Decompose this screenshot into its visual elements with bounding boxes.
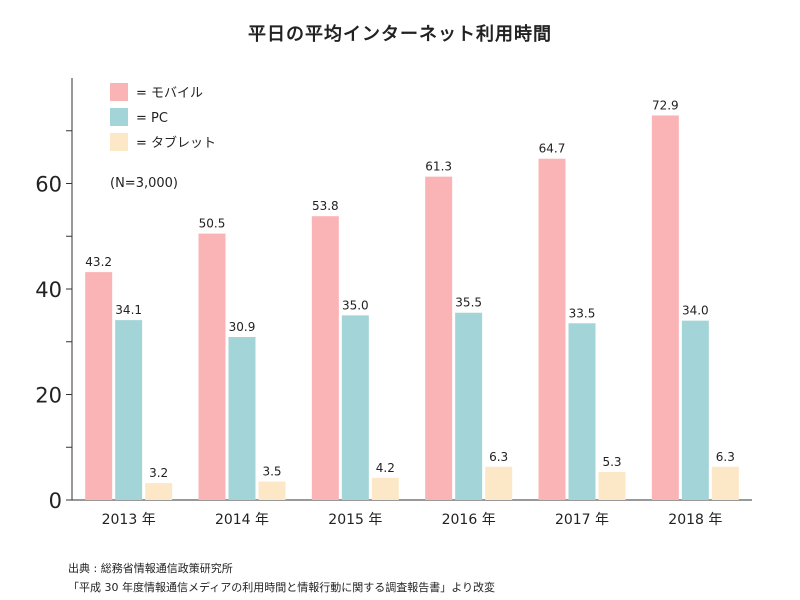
data-label-mobile: 61.3 bbox=[425, 160, 452, 174]
bar-tablet bbox=[598, 472, 626, 500]
data-label-mobile: 50.5 bbox=[199, 217, 226, 231]
data-label-tablet: 6.3 bbox=[716, 450, 735, 464]
bar-pc bbox=[228, 337, 256, 500]
data-label-pc: 30.9 bbox=[229, 320, 256, 334]
data-label-mobile: 53.8 bbox=[312, 199, 339, 213]
data-label-tablet: 3.5 bbox=[262, 465, 281, 479]
data-label-mobile: 64.7 bbox=[539, 142, 566, 156]
legend-swatch-pc bbox=[110, 108, 128, 126]
data-label-pc: 35.0 bbox=[342, 298, 369, 312]
x-tick-label: 2018 年 bbox=[668, 512, 722, 528]
legend-label-pc: = PC bbox=[136, 111, 168, 126]
bar-mobile bbox=[651, 115, 679, 500]
bar-mobile bbox=[538, 158, 566, 500]
bar-tablet bbox=[711, 466, 739, 500]
bar-tablet bbox=[485, 466, 513, 500]
source-line-2: 「平成 30 年度情報通信メディアの利用時間と情報行動に関する調査報告書」より改… bbox=[68, 581, 495, 594]
bar-mobile bbox=[85, 272, 113, 500]
bar-mobile bbox=[198, 233, 226, 501]
bar-tablet bbox=[371, 477, 399, 500]
data-label-pc: 35.5 bbox=[455, 296, 482, 310]
bar-mobile bbox=[425, 176, 453, 500]
sample-size-note: (N=3,000) bbox=[110, 176, 178, 191]
y-tick-label: 60 bbox=[35, 173, 62, 197]
data-label-tablet: 4.2 bbox=[376, 461, 395, 475]
legend-label-tablet: = タブレット bbox=[136, 135, 216, 151]
y-tick-label: 20 bbox=[35, 384, 62, 408]
y-tick-label: 0 bbox=[49, 489, 62, 513]
bar-pc bbox=[341, 315, 369, 500]
bar-pc bbox=[455, 312, 483, 500]
bar-tablet bbox=[258, 481, 286, 500]
x-tick-label: 2016 年 bbox=[442, 512, 496, 528]
bar-pc bbox=[681, 320, 709, 500]
source-line-1: 出典 : 総務省情報通信政策研究所 bbox=[68, 562, 233, 575]
data-label-tablet: 6.3 bbox=[489, 450, 508, 464]
x-tick-label: 2014 年 bbox=[215, 512, 269, 528]
legend-swatch-tablet bbox=[110, 133, 128, 151]
y-tick-label: 40 bbox=[35, 278, 62, 302]
bar-mobile bbox=[311, 216, 339, 500]
chart-title: 平日の平均インターネット利用時間 bbox=[248, 24, 552, 45]
x-tick-label: 2015 年 bbox=[328, 512, 382, 528]
data-label-pc: 34.0 bbox=[682, 304, 709, 318]
bar-pc bbox=[568, 323, 596, 500]
x-tick-label: 2017 年 bbox=[555, 512, 609, 528]
bars: 43.2 34.1 3.2 50.5 30.9 3.5 53.8 35.0 4.2 61.3 35.… bbox=[85, 98, 739, 501]
data-label-tablet: 5.3 bbox=[602, 455, 621, 469]
data-label-pc: 33.5 bbox=[569, 306, 596, 320]
axes: 0 20 40 60 2013 年 2014 年 2015 年 2016 年 2017 年 201… bbox=[35, 78, 752, 528]
bar-pc bbox=[115, 320, 143, 500]
legend: = モバイル = PC = タブレット (N=3,000) bbox=[110, 83, 216, 191]
data-label-pc: 34.1 bbox=[115, 303, 142, 317]
data-label-mobile: 72.9 bbox=[652, 98, 679, 112]
bar-tablet bbox=[145, 483, 173, 500]
x-tick-label: 2013 年 bbox=[102, 512, 156, 528]
data-label-mobile: 43.2 bbox=[85, 255, 112, 269]
legend-label-mobile: = モバイル bbox=[136, 86, 203, 101]
data-label-tablet: 3.2 bbox=[149, 466, 168, 480]
legend-swatch-mobile bbox=[110, 83, 128, 101]
